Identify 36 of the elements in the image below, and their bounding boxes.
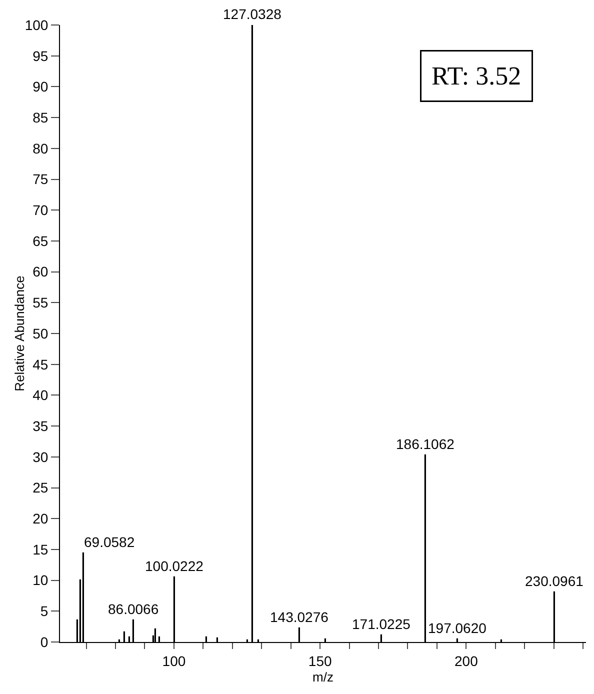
y-tick-label: 20 bbox=[32, 510, 48, 526]
annotation: 143.0276 bbox=[270, 609, 329, 625]
y-tick-label: 50 bbox=[32, 325, 48, 342]
y-tick-label: 30 bbox=[32, 448, 48, 465]
x-tick-label: 150 bbox=[308, 652, 332, 669]
annotation: 69.0582 bbox=[84, 534, 135, 550]
annotation: RT: 3.52 bbox=[432, 62, 522, 90]
y-tick-label: 35 bbox=[32, 418, 48, 434]
y-tick-label: 100 bbox=[24, 16, 48, 33]
y-tick-label: 65 bbox=[32, 232, 48, 249]
y-tick-label: 60 bbox=[32, 264, 48, 280]
y-tick-label: 25 bbox=[32, 480, 48, 496]
y-tick-label: 70 bbox=[32, 202, 48, 218]
y-tick-label: 45 bbox=[32, 356, 48, 372]
x-axis-title: m/z bbox=[312, 669, 334, 684]
y-tick-label: 0 bbox=[40, 634, 48, 650]
annotation: 86.0066 bbox=[108, 601, 159, 617]
y-tick-label: 40 bbox=[32, 387, 48, 404]
y-tick-label: 10 bbox=[32, 572, 48, 588]
annotation: 171.0225 bbox=[352, 616, 411, 632]
y-tick-label: 85 bbox=[32, 109, 48, 126]
x-tick-label: 200 bbox=[454, 652, 478, 669]
y-tick-label: 95 bbox=[32, 48, 48, 64]
y-axis-title: Relative Abundance bbox=[12, 276, 27, 392]
annotation: 230.0961 bbox=[525, 573, 584, 589]
y-tick-label: 80 bbox=[32, 140, 48, 156]
y-tick-label: 5 bbox=[40, 603, 48, 620]
annotation: 100.0222 bbox=[145, 558, 204, 574]
y-tick-label: 75 bbox=[32, 171, 48, 188]
annotation: 186.1062 bbox=[396, 436, 455, 452]
x-tick-label: 100 bbox=[162, 652, 186, 669]
y-tick-label: 55 bbox=[32, 294, 48, 311]
annotation: 127.0328 bbox=[223, 6, 282, 22]
annotation: 197.0620 bbox=[428, 620, 487, 636]
y-tick-label: 15 bbox=[32, 541, 48, 558]
y-tick-label: 90 bbox=[32, 78, 48, 95]
